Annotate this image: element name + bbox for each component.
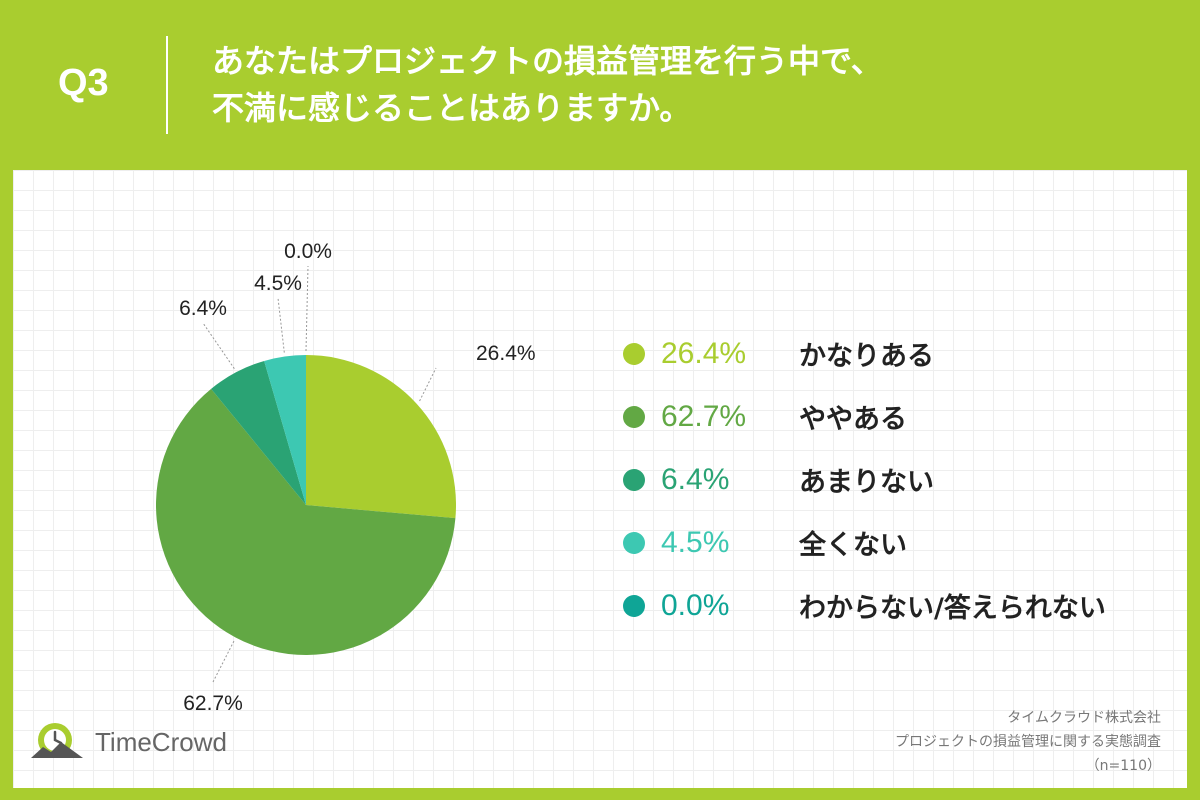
pie-slice-2 — [155, 388, 456, 655]
slice-label-4: 4.5% — [254, 272, 302, 295]
header: Q3 あなたはプロジェクトの損益管理を行う中で、 不満に感じることはありますか。 — [0, 0, 1200, 170]
timecrowd-logo: TimeCrowd — [29, 720, 227, 764]
question-number: Q3 — [58, 62, 109, 104]
legend-item-5: 0.0% わからない/答えられない — [623, 574, 1106, 637]
legend-swatch — [623, 594, 645, 617]
pie-slice-1 — [306, 355, 456, 519]
logo-wordmark: TimeCrowd — [95, 726, 227, 757]
legend-swatch — [623, 468, 645, 491]
legend-percent: 26.4% — [661, 336, 747, 370]
legend-percent: 6.4% — [661, 462, 730, 496]
footnote-survey: プロジェクトの損益管理に関する実態調査 — [895, 734, 1161, 750]
legend-label: 全くない — [799, 530, 907, 561]
legend-item-3: 6.4% あまりない — [623, 448, 1106, 511]
legend: 26.4% かなりある 62.7% ややある 6.4% あまりない 4.5% 全くない 0.0%… — [623, 322, 1106, 637]
legend-percent: 62.7% — [661, 399, 747, 433]
legend-percent: 0.0% — [661, 588, 730, 622]
slice-label-5: 0.0% — [284, 240, 332, 263]
legend-percent: 4.5% — [661, 525, 730, 559]
legend-swatch — [623, 342, 645, 365]
header-divider — [166, 36, 168, 134]
question-text: あなたはプロジェクトの損益管理を行う中で、 不満に感じることはありますか。 — [212, 38, 1112, 132]
legend-swatch — [623, 531, 645, 554]
pie-chart: 26.4% 62.7% 6.4% 4.5% 0.0% — [155, 240, 536, 715]
legend-label: かなりある — [799, 341, 934, 372]
clock-mountain-logo-icon — [31, 723, 83, 758]
footnote-company: タイムクラウド株式会社 — [1007, 710, 1161, 726]
slice-label-3: 6.4% — [179, 297, 227, 320]
slice-label-2: 62.7% — [183, 692, 243, 715]
legend-label: ややある — [799, 404, 907, 435]
leader-line-5 — [305, 265, 309, 352]
leader-line-4 — [277, 297, 285, 353]
pie-slice-4 — [264, 355, 306, 505]
slice-label-1: 26.4% — [476, 342, 536, 365]
legend-item-4: 4.5% 全くない — [623, 511, 1106, 574]
legend-label: わからない/答えられない — [799, 593, 1106, 624]
footnote: タイムクラウド株式会社 プロジェクトの損益管理に関する実態調査 （n=110） — [895, 706, 1161, 778]
footnote-sample: （n=110） — [1085, 758, 1161, 774]
question-line-1: あなたはプロジェクトの損益管理を行う中で、 — [212, 42, 883, 80]
legend-swatch — [623, 405, 645, 428]
leader-line-1 — [419, 367, 437, 402]
legend-item-2: 62.7% ややある — [623, 385, 1106, 448]
chart-panel: 26.4% 62.7% 6.4% 4.5% 0.0% 26.4% かなりある 62.7% やや… — [13, 170, 1187, 788]
leader-line-3 — [202, 322, 235, 369]
question-line-2: 不満に感じることはありますか。 — [212, 89, 692, 127]
leader-line-2 — [212, 640, 235, 683]
legend-item-1: 26.4% かなりある — [623, 322, 1106, 385]
legend-label: あまりない — [799, 467, 934, 498]
pie-slice-3 — [211, 360, 306, 505]
